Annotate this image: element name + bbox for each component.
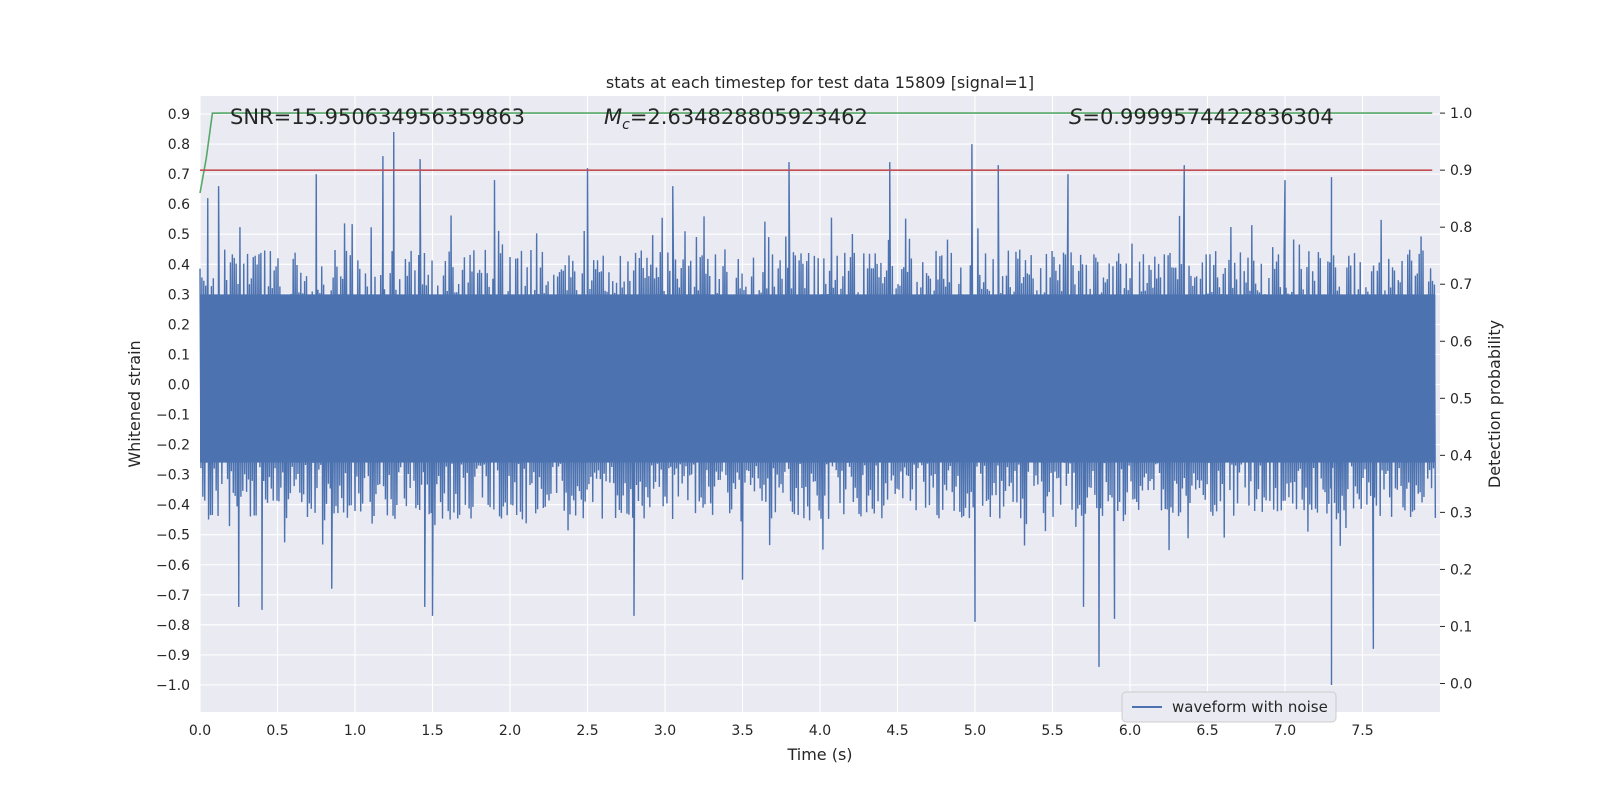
x-tick-label: 7.5 [1351, 723, 1373, 739]
x-tick-label: 0.0 [189, 723, 211, 739]
y-axis-ticks: 0.9 0.8 0.7 0.6 0.5 0.4 0.3 0.2 0.1 0.0 −0.1 −0.2 −0… [156, 107, 190, 694]
x-tick-label: 4.0 [809, 723, 831, 739]
y-tick-label: −0.7 [156, 588, 190, 604]
x-tick-label: 0.5 [266, 723, 288, 739]
y-tick-label: 0.5 [168, 227, 190, 243]
x-tick-label: 2.5 [576, 723, 598, 739]
y-tick-label: 0.2 [168, 317, 190, 333]
mc-subscript: c [622, 117, 630, 133]
mc-symbol: M [604, 105, 622, 129]
mc-annotation: Mc=2.634828805923462 [604, 105, 868, 133]
x-tick-label: 5.5 [1041, 723, 1063, 739]
y-tick-label: 0.3 [168, 287, 190, 303]
x-axis-label: Time (s) [786, 745, 852, 764]
y-tick-label: −0.1 [156, 408, 190, 424]
y-right-tick-label: 0.7 [1450, 277, 1472, 293]
y-tick-label: 0.1 [168, 347, 190, 363]
y-tick-label: −0.6 [156, 558, 190, 574]
legend-label: waveform with noise [1172, 698, 1328, 716]
y-right-tick-label: 0.3 [1450, 505, 1472, 521]
y-right-tick-label: 0.2 [1450, 562, 1472, 578]
y-tick-label: −1.0 [156, 678, 190, 694]
x-tick-label: 1.0 [344, 723, 366, 739]
x-tick-label: 2.0 [499, 723, 521, 739]
y-tick-label: −0.4 [156, 498, 190, 514]
y-tick-label: 0.9 [168, 107, 190, 123]
x-tick-label: 4.5 [886, 723, 908, 739]
waveform-series [199, 132, 1437, 685]
legend-box [1121, 691, 1337, 723]
snr-annotation: SNR=15.950634956359863 [230, 105, 525, 129]
y-tick-label: −0.8 [156, 618, 190, 634]
x-tick-label: 6.0 [1119, 723, 1141, 739]
x-tick-label: 7.0 [1274, 723, 1296, 739]
mc-value: =2.634828805923462 [630, 105, 868, 129]
y-tick-label: 0.6 [168, 197, 190, 213]
x-axis-ticks: 0.0 0.5 1.0 1.5 2.0 2.5 3.0 3.5 4.0 4.5 5.0 5.5 6.0 6… [189, 723, 1374, 739]
y-right-axis-label: Detection probability [1485, 320, 1504, 488]
x-tick-label: 6.5 [1196, 723, 1218, 739]
y-right-axis-ticks: 1.0 0.9 0.8 0.7 0.6 0.5 0.4 0.3 0.2 0.1 0.0 [1440, 106, 1472, 692]
y-right-tick-label: 0.4 [1450, 448, 1472, 464]
probability-series [199, 112, 1433, 194]
y-right-tick-label: 0.8 [1450, 220, 1472, 236]
s-annotation: S=0.9999574422836304 [1069, 105, 1334, 129]
y-right-tick-label: 1.0 [1450, 106, 1472, 122]
y-axis-label: Whitened strain [125, 340, 144, 467]
y-tick-label: −0.2 [156, 438, 190, 454]
y-tick-label: −0.3 [156, 468, 190, 484]
y-right-tick-label: 0.9 [1450, 163, 1472, 179]
chart-title: stats at each timestep for test data 158… [606, 73, 1034, 92]
y-right-tick-label: 0.1 [1450, 619, 1472, 635]
y-right-tick-label: 0.0 [1450, 676, 1472, 692]
y-right-tick-label: 0.6 [1450, 334, 1472, 350]
y-tick-label: 0.7 [168, 167, 190, 183]
x-tick-label: 3.5 [731, 723, 753, 739]
legend: waveform with noise [1121, 691, 1337, 723]
y-tick-label: −0.5 [156, 528, 190, 544]
y-right-tick-label: 0.5 [1450, 391, 1472, 407]
x-tick-label: 1.5 [421, 723, 443, 739]
x-tick-label: 3.0 [654, 723, 676, 739]
y-tick-label: 0.4 [168, 257, 190, 273]
x-tick-label: 5.0 [964, 723, 986, 739]
y-tick-label: −0.9 [156, 648, 190, 664]
waveform-core-band [200, 294, 1436, 463]
s-value: =0.9999574422836304 [1082, 105, 1333, 129]
y-tick-label: 0.0 [168, 377, 190, 393]
y-tick-label: 0.8 [168, 137, 190, 153]
s-symbol: S [1069, 105, 1082, 129]
